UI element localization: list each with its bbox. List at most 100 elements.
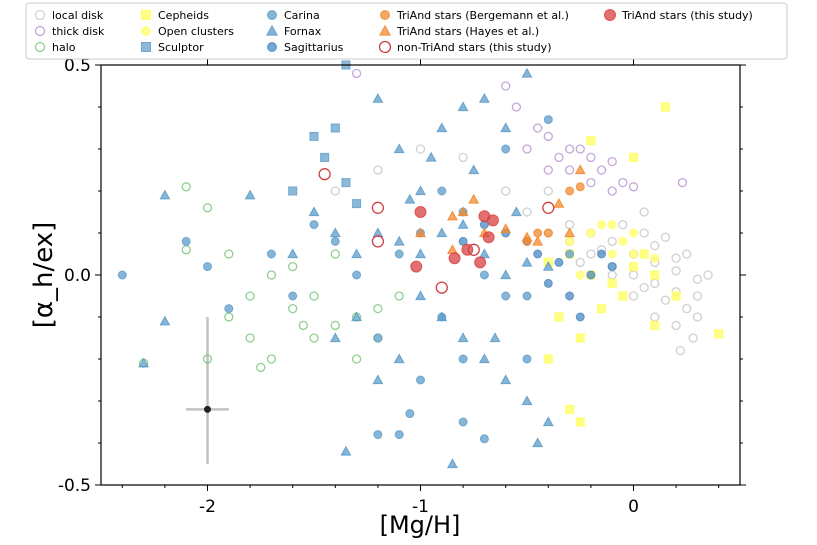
- point-halo: [373, 303, 383, 314]
- point-local-disk: [660, 232, 671, 242]
- legend-marker-thick-disk: [34, 25, 46, 37]
- point-local-disk: [618, 219, 628, 230]
- point-thick-disk: [522, 144, 532, 154]
- point-thick-disk: [533, 123, 543, 133]
- point-sagittarius: [586, 270, 596, 280]
- point-halo: [256, 362, 266, 373]
- point-carina: [266, 249, 276, 259]
- point-sagittarius: [554, 257, 564, 267]
- x-axis-label: [Mg/H]: [380, 511, 461, 539]
- point-non-triand-stars-this-study: [371, 235, 385, 248]
- point-fornax: [351, 248, 363, 259]
- y-tick-label: -0.5: [58, 476, 91, 496]
- point-fornax: [447, 458, 458, 469]
- legend-label-halo: halo: [52, 41, 76, 54]
- point-triand-stars-this-study: [410, 260, 423, 273]
- legend-marker-fornax: [265, 24, 279, 36]
- point-fornax: [372, 92, 384, 103]
- point-thick-disk: [511, 102, 521, 112]
- point-fornax: [415, 185, 426, 196]
- point-fornax: [457, 101, 469, 112]
- point-thick-disk: [607, 186, 617, 196]
- legend-label-fornax: Fornax: [284, 25, 322, 38]
- point-local-disk: [639, 207, 649, 217]
- point-carina: [501, 144, 511, 154]
- point-triand-stars-hayes-et-al: [447, 210, 458, 221]
- point-local-disk: [650, 240, 660, 251]
- point-cepheids: [586, 136, 596, 146]
- legend-label-triand-stars-bergemann-et-al: TriAnd stars (Bergemann et al.): [396, 9, 569, 22]
- y-tick-label: 0.5: [64, 56, 91, 76]
- point-fornax: [489, 332, 501, 343]
- point-local-disk: [650, 278, 660, 289]
- point-cepheids: [554, 312, 564, 322]
- point-carina: [405, 409, 415, 419]
- point-halo: [330, 249, 340, 259]
- point-triand-stars-hayes-et-al: [532, 235, 544, 246]
- point-triand-stars-bergemann-et-al: [565, 186, 575, 196]
- point-local-disk: [522, 207, 532, 217]
- point-carina: [288, 291, 298, 301]
- point-halo: [245, 333, 255, 343]
- point-triand-stars-bergemann-et-al: [575, 182, 585, 192]
- legend-marker-sculptor: [141, 42, 151, 52]
- point-fornax: [372, 374, 384, 385]
- point-local-disk: [607, 236, 617, 247]
- point-fornax: [159, 315, 171, 326]
- point-thick-disk: [677, 177, 688, 188]
- point-thick-disk: [618, 177, 628, 188]
- point-local-disk: [650, 312, 660, 322]
- point-fornax: [521, 395, 533, 406]
- point-sculptor: [309, 131, 319, 141]
- point-open-clusters: [597, 220, 607, 230]
- point-halo: [298, 320, 309, 331]
- point-fornax: [500, 122, 512, 133]
- point-thick-disk: [351, 68, 362, 79]
- point-sagittarius: [575, 312, 585, 322]
- point-halo: [245, 291, 255, 301]
- point-triand-stars-hayes-et-al: [564, 227, 576, 238]
- legend-marker-non-triand-stars-this-study: [378, 40, 392, 54]
- legend-marker-sagittarius: [267, 42, 277, 52]
- legend-label-triand-stars-hayes-et-al: TriAnd stars (Hayes et al.): [396, 25, 539, 38]
- point-thick-disk: [501, 81, 511, 91]
- point-triand-stars-this-study: [474, 256, 487, 269]
- point-halo: [288, 303, 298, 314]
- point-open-clusters: [650, 253, 660, 263]
- point-local-disk: [671, 266, 681, 276]
- point-local-disk: [688, 333, 698, 343]
- point-carina: [203, 262, 212, 272]
- point-triand-stars-this-study: [448, 252, 461, 265]
- legend-marker-open-clusters: [141, 26, 151, 36]
- point-sculptor: [352, 199, 362, 209]
- point-fornax: [415, 248, 426, 259]
- point-halo: [224, 312, 234, 322]
- point-triand-stars-hayes-et-al: [447, 244, 458, 254]
- point-triand-stars-hayes-et-al: [574, 164, 586, 175]
- point-open-clusters: [586, 228, 596, 238]
- point-halo: [202, 203, 213, 213]
- point-fornax: [521, 67, 533, 78]
- y-axis-label: [α_h/ex]: [29, 222, 59, 329]
- legend-label-sculptor: Sculptor: [158, 41, 204, 54]
- point-thick-disk: [628, 182, 639, 192]
- point-fornax: [532, 437, 544, 448]
- point-fornax: [510, 206, 522, 217]
- point-carina: [373, 333, 383, 343]
- point-fornax: [468, 164, 480, 175]
- x-tick-label: -1: [412, 497, 429, 517]
- point-cepheids: [639, 249, 649, 259]
- point-fornax: [521, 256, 533, 267]
- point-triand-stars-hayes-et-al: [415, 227, 426, 238]
- point-cepheids: [597, 304, 607, 314]
- point-fornax: [244, 189, 256, 200]
- legend-marker-triand-stars-hayes-et-al: [378, 24, 392, 36]
- point-open-clusters: [629, 249, 638, 259]
- point-cepheids: [660, 102, 670, 112]
- point-local-disk: [575, 257, 585, 268]
- point-fornax: [500, 269, 512, 280]
- legend-marker-cepheids: [141, 10, 151, 20]
- point-fornax: [500, 374, 512, 385]
- point-fornax: [372, 227, 384, 238]
- point-fornax: [340, 445, 352, 456]
